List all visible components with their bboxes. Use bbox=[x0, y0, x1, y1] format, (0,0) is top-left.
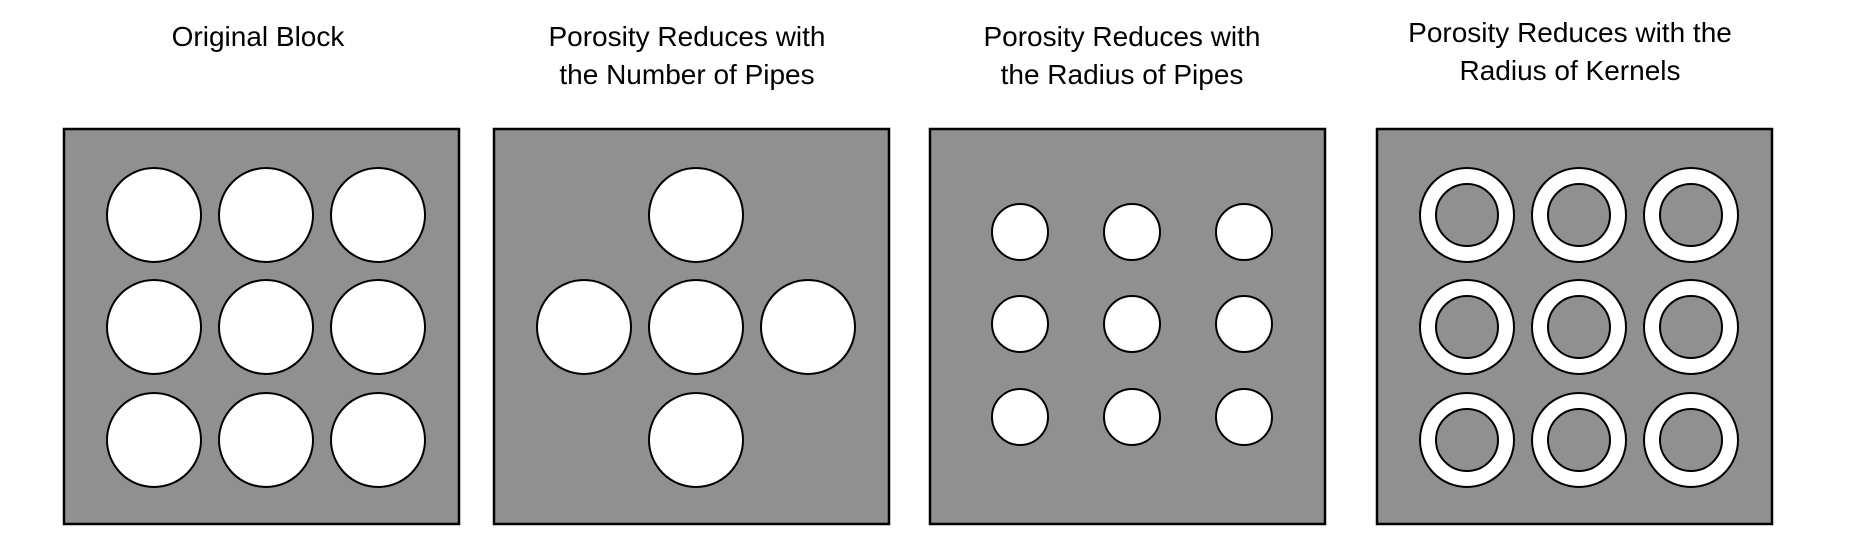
pipe-circle bbox=[648, 392, 744, 488]
pipe-circle bbox=[648, 167, 744, 263]
blocks-layer bbox=[62, 127, 1774, 526]
pipe-circle bbox=[218, 392, 314, 488]
pipe-circle bbox=[218, 167, 314, 263]
pipe-circle bbox=[760, 279, 856, 375]
pipe-circle bbox=[991, 388, 1049, 446]
kernel-circle bbox=[1659, 183, 1723, 247]
pipe-circle bbox=[330, 392, 426, 488]
pipe-circle bbox=[1215, 295, 1273, 353]
pipe-circle bbox=[1103, 295, 1161, 353]
pipe-circle bbox=[1215, 203, 1273, 261]
pipe-circle bbox=[991, 203, 1049, 261]
kernel-circle bbox=[1547, 408, 1611, 472]
pipe-circle bbox=[106, 279, 202, 375]
panel-title-kernels: Porosity Reduces with the Radius of Kern… bbox=[1408, 17, 1732, 86]
kernel-circle bbox=[1659, 295, 1723, 359]
pipe-circle bbox=[218, 279, 314, 375]
pipe-circle bbox=[106, 167, 202, 263]
pipe-circle bbox=[1215, 388, 1273, 446]
block-kernels bbox=[1375, 127, 1774, 526]
block-original-block bbox=[62, 127, 461, 526]
kernel-circle bbox=[1547, 183, 1611, 247]
block-fewer-pipes bbox=[492, 127, 891, 526]
panel-title-smaller-pipes: Porosity Reduces with the Radius of Pipe… bbox=[983, 21, 1261, 90]
kernel-circle bbox=[1435, 408, 1499, 472]
pipe-circle bbox=[648, 279, 744, 375]
pipe-circle bbox=[330, 167, 426, 263]
kernel-circle bbox=[1547, 295, 1611, 359]
pipe-circle bbox=[991, 295, 1049, 353]
kernel-circle bbox=[1659, 408, 1723, 472]
pipe-circle bbox=[536, 279, 632, 375]
panel-title-original-block: Original Block bbox=[171, 21, 345, 52]
kernel-circle bbox=[1435, 295, 1499, 359]
pipe-circle bbox=[330, 279, 426, 375]
kernel-circle bbox=[1435, 183, 1499, 247]
pipe-circle bbox=[1103, 203, 1161, 261]
panel-title-fewer-pipes: Porosity Reduces with the Number of Pipe… bbox=[548, 21, 826, 90]
pipe-circle bbox=[1103, 388, 1161, 446]
block-smaller-pipes bbox=[928, 127, 1327, 526]
pipe-circle bbox=[106, 392, 202, 488]
